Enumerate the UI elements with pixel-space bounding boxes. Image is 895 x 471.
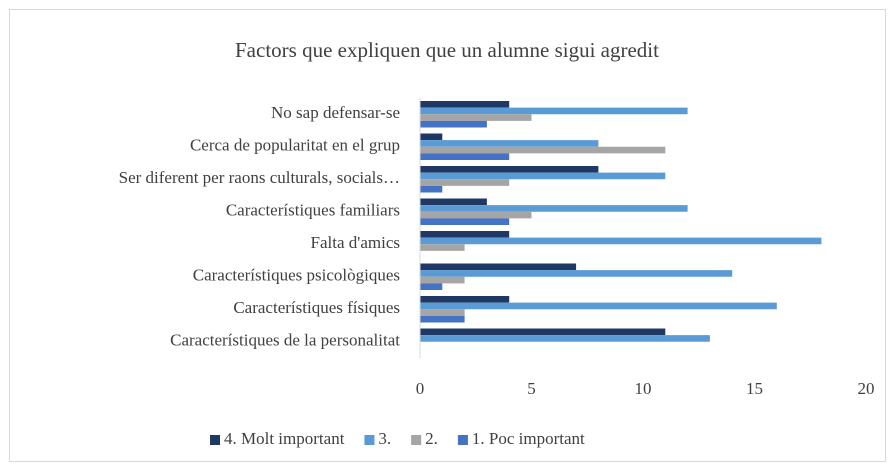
y-tick-label: No sap defensar-se — [271, 103, 400, 122]
legend-swatch — [457, 435, 468, 445]
bar — [420, 244, 465, 251]
bar — [420, 276, 465, 284]
y-tick-label: Característiques físiques — [233, 298, 400, 317]
bar — [420, 302, 777, 310]
bar — [420, 107, 688, 115]
legend-swatch — [411, 435, 422, 445]
bar — [420, 146, 666, 154]
bar — [420, 296, 510, 303]
legend-label: 2. — [425, 429, 438, 448]
bar — [420, 270, 733, 277]
x-tick-label: 10 — [635, 379, 652, 398]
legend-label: 4. Molt important — [224, 429, 345, 448]
bar — [420, 335, 710, 342]
y-tick-label: Ser diferent per raons culturals, social… — [119, 168, 400, 187]
y-tick-label: Característiques de la personalitat — [170, 331, 400, 350]
bar — [420, 211, 532, 219]
bar — [420, 140, 599, 147]
legend-swatch — [210, 435, 220, 445]
x-tick-label: 15 — [746, 379, 763, 398]
legend-swatch — [364, 435, 375, 445]
bar — [420, 172, 666, 180]
bar — [420, 166, 599, 173]
bar — [420, 153, 510, 160]
x-tick-label: 20 — [858, 379, 875, 398]
bar — [420, 179, 510, 186]
bar — [420, 114, 532, 121]
legend-label: 3. — [378, 429, 391, 448]
bar — [420, 263, 577, 271]
y-tick-label: Característiques familiars — [226, 201, 400, 220]
bar — [420, 120, 487, 128]
bar — [420, 328, 666, 336]
bar — [420, 185, 443, 193]
bar — [420, 315, 465, 323]
bar — [420, 198, 487, 206]
legend-label: 1. Poc important — [472, 429, 585, 448]
bar — [420, 133, 443, 141]
bar — [420, 205, 688, 212]
bar — [420, 283, 443, 290]
bar — [420, 218, 510, 225]
bar — [420, 101, 510, 108]
y-tick-label: Característiques psicològiques — [193, 266, 400, 285]
chart-title: Factors que expliquen que un alumne sigu… — [235, 38, 659, 62]
x-tick-label: 0 — [416, 379, 425, 398]
x-tick-label: 5 — [527, 379, 536, 398]
bar — [420, 237, 822, 245]
y-tick-label: Falta d'amics — [311, 233, 400, 252]
bar — [420, 309, 465, 316]
y-tick-label: Cerca de popularitat en el grup — [190, 136, 400, 155]
bar — [420, 231, 510, 238]
